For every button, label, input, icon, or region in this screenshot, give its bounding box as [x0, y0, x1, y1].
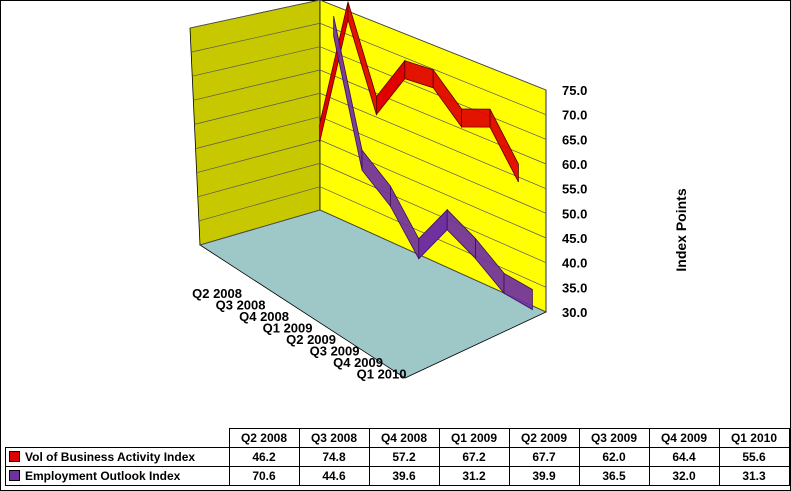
y-tick-label: 40.0: [562, 256, 587, 271]
x-tick-label: Q2 2009: [286, 332, 336, 347]
gridline: [193, 69, 547, 165]
table-header-row: Q2 2008 Q3 2008 Q4 2008 Q1 2009 Q2 2009 Q3 20…: [6, 428, 790, 448]
x-tick-label: Q2 2008: [192, 286, 242, 301]
legend-key: [9, 470, 20, 481]
table-column-header: Q1 2009: [438, 428, 510, 448]
table-column-header: Q4 2008: [368, 428, 440, 448]
y-tick-label: 75.0: [562, 83, 587, 98]
gridline: [194, 92, 547, 190]
y-tick-label: 60.0: [562, 157, 587, 172]
table-cell: 31.3: [718, 466, 790, 486]
table-cell: 64.4: [648, 447, 720, 467]
series-ribbon: [333, 15, 533, 311]
legend-label: Employment Outlook Index: [25, 469, 181, 483]
table-cell: 36.5: [578, 466, 650, 486]
x-tick-label: Q4 2009: [333, 355, 383, 370]
gridline: [199, 209, 547, 313]
table-cell: 44.6: [298, 466, 370, 486]
ribbon-segment: [503, 272, 533, 311]
table-body: Vol of Business Activity Index 46.2 74.8 57…: [5, 447, 790, 486]
table-cell: 74.8: [298, 447, 370, 467]
table-column-header: Q3 2008: [298, 428, 370, 448]
table-cell: 57.2: [368, 447, 440, 467]
y-axis-ticks: 30.0 35.0 40.0 45.0 50.0 55.0 60.0 65.0 70.0 75.0: [562, 83, 587, 320]
x-tick-label: Q1 2010: [357, 367, 407, 382]
y-axis-title: Index Points: [673, 188, 689, 271]
table-cell: 31.2: [438, 466, 510, 486]
table-cell: 55.6: [718, 447, 790, 467]
series-ribbon: [319, 1, 519, 183]
y-tick-label: 55.0: [562, 182, 587, 197]
y-tick-label: 70.0: [562, 108, 587, 123]
data-table: Q2 2008 Q3 2008 Q4 2008 Q1 2009 Q2 2009 Q3 20…: [5, 428, 790, 486]
x-tick-label: Q4 2008: [239, 309, 289, 324]
ribbon-segment: [461, 108, 491, 128]
y-tick-label: 35.0: [562, 280, 587, 295]
table-column-header: Q1 2010: [718, 428, 790, 448]
table-row: Vol of Business Activity Index 46.2 74.8 57…: [5, 447, 790, 467]
table-cell: 39.9: [508, 466, 580, 486]
y-tick-label: 50.0: [562, 206, 587, 221]
y-tick-label: 45.0: [562, 231, 587, 246]
legend-key: [9, 451, 20, 462]
table-cell: 67.7: [508, 447, 580, 467]
table-column-header: Q2 2008: [228, 428, 300, 448]
side-wall: [189, 0, 321, 246]
table-cell: 67.2: [438, 447, 510, 467]
gridline: [192, 46, 547, 140]
table-column-header: Q2 2009: [508, 428, 580, 448]
legend-entry: Employment Outlook Index: [5, 466, 230, 486]
legend-entry: Vol of Business Activity Index: [5, 447, 230, 467]
gridline: [195, 116, 547, 214]
table-cell: 32.0: [648, 466, 720, 486]
gridline: [191, 22, 547, 116]
table-cell: 46.2: [228, 447, 300, 467]
table-cell: 39.6: [368, 466, 440, 486]
table-column-header: Q3 2009: [578, 428, 650, 448]
x-tick-label: Q1 2009: [263, 321, 313, 336]
x-tick-label: Q3 2008: [216, 298, 266, 313]
y-tick-label: 65.0: [562, 132, 587, 147]
table-column-header: Q4 2009: [648, 428, 720, 448]
gridline: [189, 0, 547, 91]
legend-label: Vol of Business Activity Index: [25, 450, 196, 464]
table-cell: 62.0: [578, 447, 650, 467]
series-ribbons: [319, 1, 533, 311]
x-tick-label: Q3 2009: [310, 344, 360, 359]
table-cell: 70.6: [228, 466, 300, 486]
ribbon-segment: [489, 108, 519, 183]
y-tick-label: 30.0: [562, 305, 587, 320]
gridline: [197, 162, 547, 264]
table-row: Employment Outlook Index 70.6 44.6 39.6 31.2…: [5, 466, 790, 486]
table-corner: [6, 429, 230, 448]
